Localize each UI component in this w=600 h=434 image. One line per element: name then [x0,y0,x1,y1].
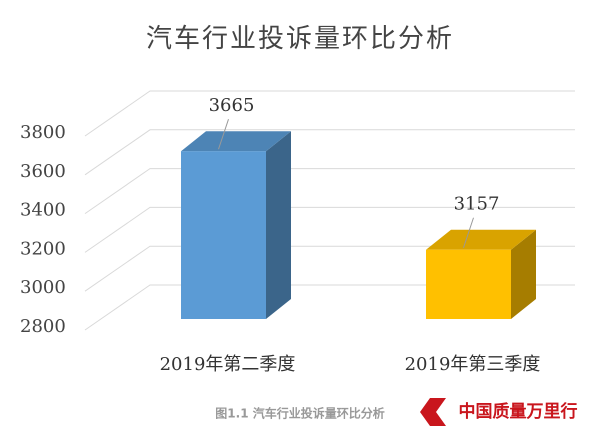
logo-icon [420,398,446,426]
grid-line [84,206,575,253]
bar [426,249,511,319]
leader-line [463,217,474,248]
y-tick-label: 2800 [20,316,66,337]
y-tick-label: 3600 [20,161,66,182]
y-tick-label: 3400 [20,200,66,221]
grid-line [84,90,575,137]
bar-side [511,229,536,319]
bar-side [266,131,291,319]
bar [181,151,266,319]
y-tick-label: 3200 [20,238,66,259]
y-tick-label: 3000 [20,277,66,298]
chart-title: 汽车行业投诉量环比分析 [146,24,454,54]
x-tick-label: 2019年第二季度 [160,354,296,375]
leader-line [218,119,229,150]
watermark: 中国质量万里行 [459,401,578,422]
grid-line [84,129,575,176]
bar-top [181,131,291,152]
y-tick-label: 3800 [20,122,66,143]
x-tick-label: 2019年第三季度 [405,354,541,375]
caption: 图1.1 汽车行业投诉量环比分析 [215,406,384,421]
value-label: 3665 [209,95,255,116]
value-label: 3157 [454,194,500,215]
grid-line [84,168,575,215]
bar-top [426,229,536,250]
